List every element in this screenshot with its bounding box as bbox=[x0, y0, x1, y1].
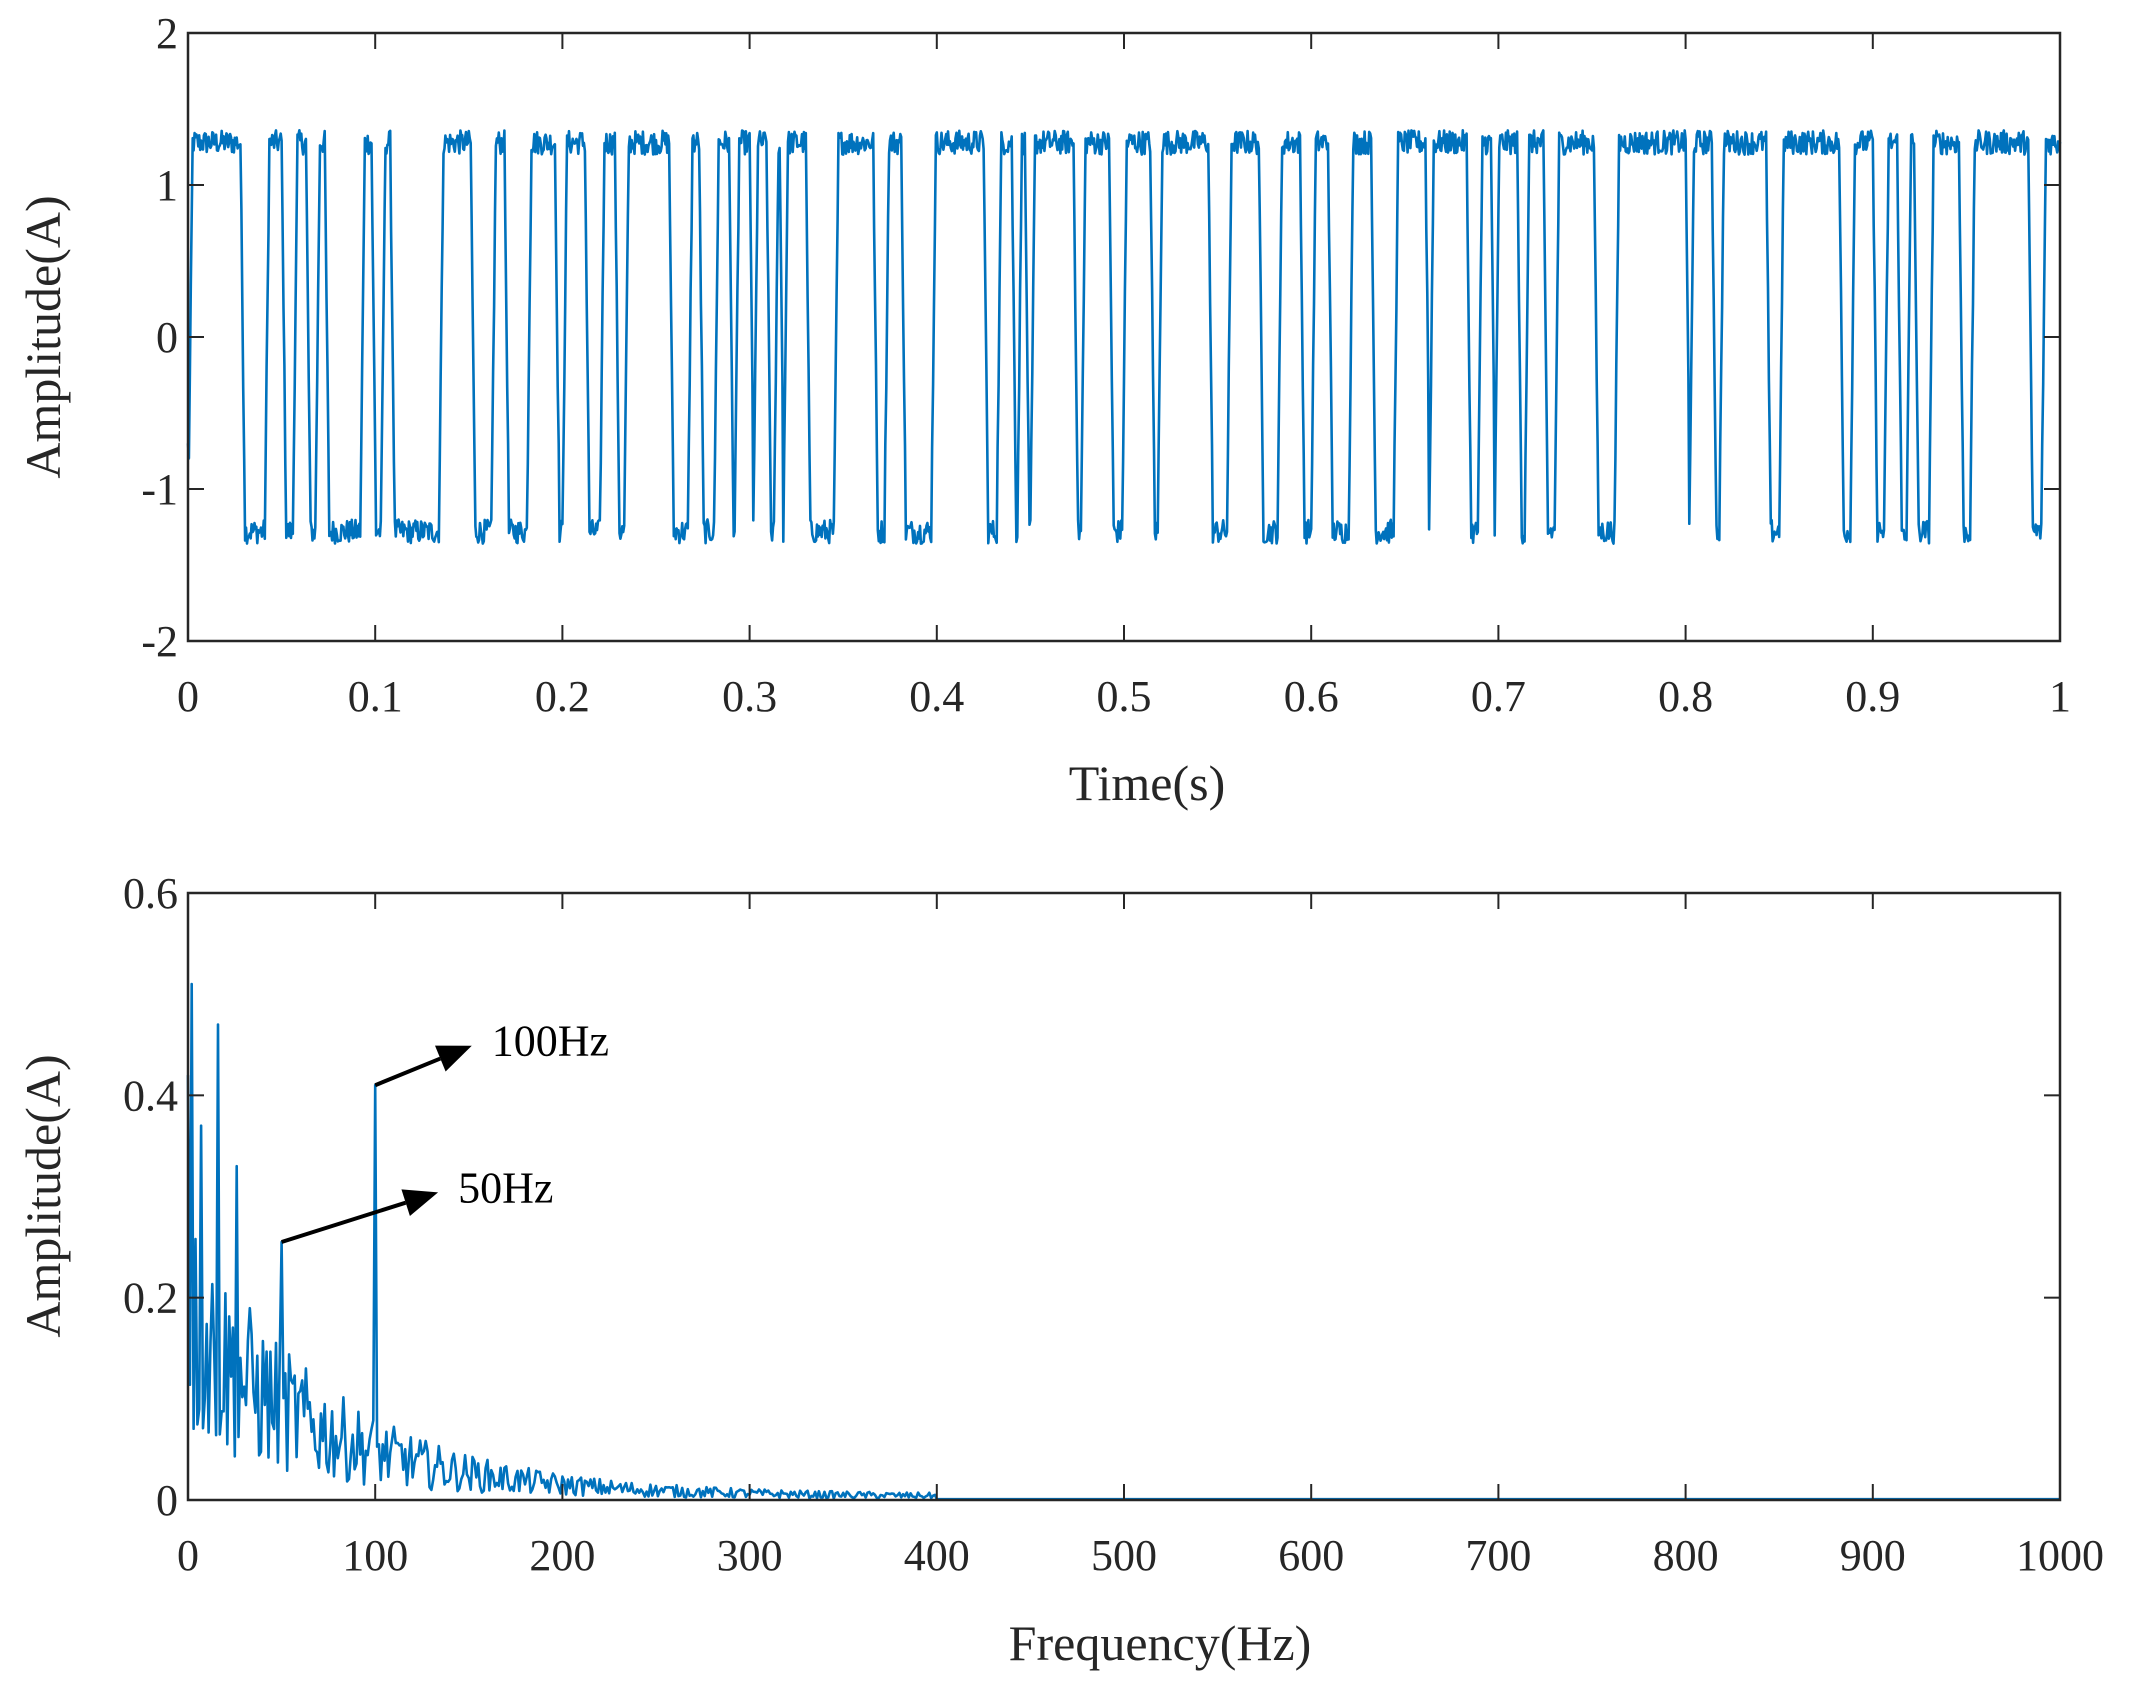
time-xtick-label: 0.3 bbox=[722, 672, 777, 721]
time-xtick-label: 0 bbox=[177, 672, 199, 721]
time-domain-panel: 0 0.1 0.2 0.3 0.4 0.5 0.6 0.7 0.8 0.9 1 -2 -1 0 1 2 Tim… bbox=[15, 9, 2071, 811]
frequency-domain-panel: 0 100 200 300 400 500 600 700 800 900 1000 0 0.2 0.4 0… bbox=[15, 869, 2104, 1671]
time-ylabel: Amplitude(A) bbox=[15, 195, 71, 478]
freq-xtick-label: 300 bbox=[717, 1531, 783, 1580]
time-xtick-label: 0.7 bbox=[1471, 672, 1526, 721]
arrow-100hz bbox=[374, 1056, 442, 1088]
time-xlabel: Time(s) bbox=[1069, 755, 1226, 811]
freq-xtick-label: 400 bbox=[904, 1531, 970, 1580]
label-100hz: 100Hz bbox=[492, 1017, 609, 1066]
freq-xtick-label: 1000 bbox=[2016, 1531, 2104, 1580]
time-xtick-label: 1 bbox=[2049, 672, 2071, 721]
time-ytick-label: 2 bbox=[156, 9, 178, 58]
time-xtick-label: 0.8 bbox=[1658, 672, 1713, 721]
time-axis-ticks: 0 0.1 0.2 0.3 0.4 0.5 0.6 0.7 0.8 0.9 1 -2 -1 0 1 2 bbox=[141, 9, 2071, 721]
time-ytick-label: 0 bbox=[156, 313, 178, 362]
freq-xtick-label: 200 bbox=[529, 1531, 595, 1580]
freq-xtick-label: 100 bbox=[342, 1531, 408, 1580]
freq-ytick-label: 0 bbox=[156, 1476, 178, 1525]
time-xtick-label: 0.4 bbox=[909, 672, 964, 721]
freq-xtick-label: 700 bbox=[1465, 1531, 1531, 1580]
time-xtick-label: 0.2 bbox=[535, 672, 590, 721]
freq-ylabel: Amplitude(A) bbox=[15, 1054, 71, 1337]
time-xtick-label: 0.6 bbox=[1284, 672, 1339, 721]
label-50hz: 50Hz bbox=[458, 1163, 553, 1212]
time-xtick-label: 0.1 bbox=[348, 672, 403, 721]
time-xtick-label: 0.9 bbox=[1845, 672, 1900, 721]
freq-xlabel: Frequency(Hz) bbox=[1009, 1615, 1312, 1671]
time-ytick-label: -1 bbox=[141, 465, 178, 514]
freq-ytick-label: 0.6 bbox=[123, 869, 178, 918]
freq-xtick-label: 800 bbox=[1653, 1531, 1719, 1580]
freq-xtick-label: 500 bbox=[1091, 1531, 1157, 1580]
arrowhead-50hz bbox=[401, 1189, 439, 1217]
spectrum-line bbox=[186, 982, 2060, 1501]
time-xtick-label: 0.5 bbox=[1097, 672, 1152, 721]
time-ytick-label: -2 bbox=[141, 617, 178, 666]
freq-axis-ticks: 0 100 200 300 400 500 600 700 800 900 1000 0 0.2 0.4 0… bbox=[123, 869, 2104, 1580]
arrow-50hz bbox=[280, 1200, 407, 1244]
time-ytick-label: 1 bbox=[156, 161, 178, 210]
freq-xtick-label: 600 bbox=[1278, 1531, 1344, 1580]
freq-xtick-label: 900 bbox=[1840, 1531, 1906, 1580]
annotation-50hz: 50Hz bbox=[280, 1163, 553, 1244]
annotation-100hz: 100Hz bbox=[374, 1017, 609, 1088]
freq-ytick-label: 0.4 bbox=[123, 1071, 178, 1120]
time-signal-line bbox=[186, 129, 2062, 545]
arrowhead-100hz bbox=[435, 1045, 472, 1072]
freq-xtick-label: 0 bbox=[177, 1531, 199, 1580]
freq-ytick-label: 0.2 bbox=[123, 1274, 178, 1323]
